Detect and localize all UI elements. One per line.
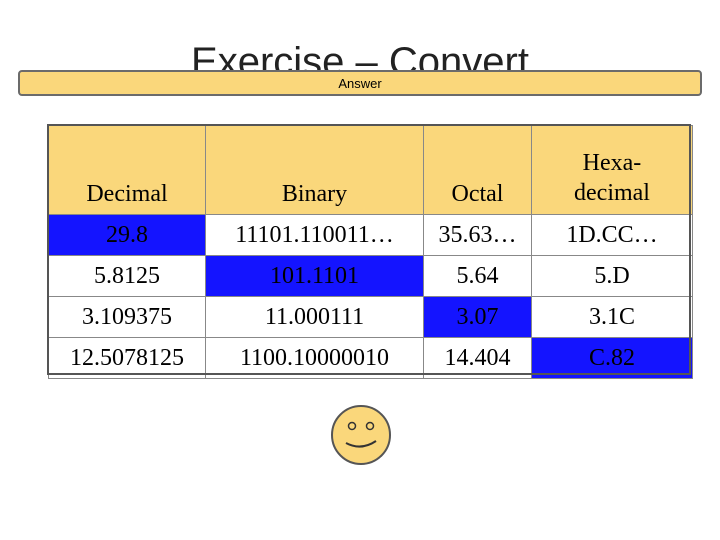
table-cell: 5.D bbox=[531, 255, 693, 297]
table-cell: 29.8 bbox=[48, 214, 206, 256]
header-hexadecimal-label: Hexa- decimal bbox=[574, 150, 650, 206]
table-cell: 11.000111 bbox=[205, 296, 424, 338]
header-hexadecimal: Hexa- decimal bbox=[531, 125, 693, 215]
answer-bar: Answer bbox=[18, 70, 702, 96]
table-cell: C.82 bbox=[531, 337, 693, 379]
conversion-table: Decimal Binary Octal Hexa- decimal 29.8 … bbox=[48, 125, 693, 379]
table-cell: 11101.110011… bbox=[205, 214, 424, 256]
header-octal: Octal bbox=[423, 125, 532, 215]
table-cell: 5.64 bbox=[423, 255, 532, 297]
table-cell: 35.63… bbox=[423, 214, 532, 256]
table-cell: 14.404 bbox=[423, 337, 532, 379]
table-cell: 5.8125 bbox=[48, 255, 206, 297]
table-cell: 1D.CC… bbox=[531, 214, 693, 256]
table-cell: 3.109375 bbox=[48, 296, 206, 338]
answer-label: Answer bbox=[338, 76, 382, 91]
table-cell: 101.1101 bbox=[205, 255, 424, 297]
table-cell: 12.5078125 bbox=[48, 337, 206, 379]
table-row: 5.8125 101.1101 5.64 5.D bbox=[48, 255, 693, 297]
table-row: 3.109375 11.000111 3.07 3.1C bbox=[48, 296, 693, 338]
header-binary: Binary bbox=[205, 125, 424, 215]
table-header-row: Decimal Binary Octal Hexa- decimal bbox=[48, 125, 693, 215]
header-decimal: Decimal bbox=[48, 125, 206, 215]
table-cell: 3.07 bbox=[423, 296, 532, 338]
table-row: 12.5078125 1100.10000010 14.404 C.82 bbox=[48, 337, 693, 379]
table-row: 29.8 11101.110011… 35.63… 1D.CC… bbox=[48, 214, 693, 256]
table-cell: 3.1C bbox=[531, 296, 693, 338]
smiley-face-icon bbox=[331, 405, 391, 465]
table-cell: 1100.10000010 bbox=[205, 337, 424, 379]
